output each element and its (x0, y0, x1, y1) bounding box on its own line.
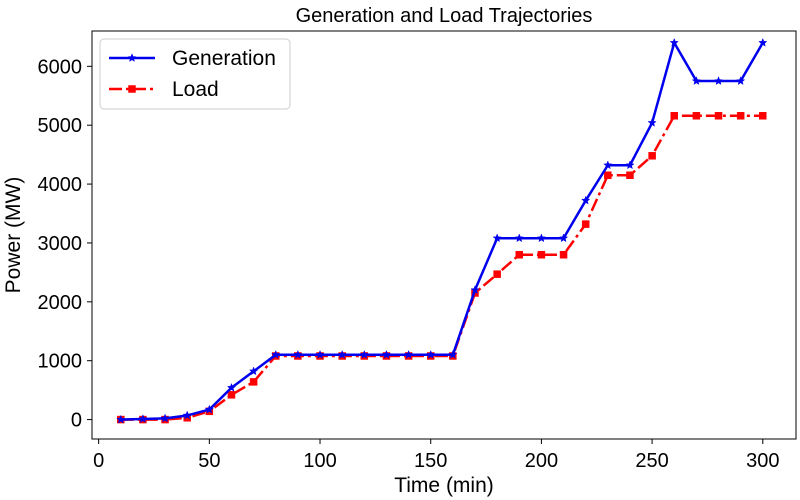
generation-point (735, 76, 746, 86)
x-tick-label: 100 (303, 450, 336, 472)
generation-point (337, 349, 347, 359)
plot-frame (91, 30, 797, 440)
load-point (736, 112, 745, 120)
generation-line (120, 41, 764, 421)
y-tick-label: 1000 (38, 351, 83, 373)
x-tick-label: 300 (746, 450, 779, 472)
generation-point (160, 413, 170, 423)
generation-point (116, 414, 126, 424)
load-point (227, 391, 236, 399)
load-point (626, 171, 634, 179)
generation-point (625, 160, 635, 170)
generation-point (448, 349, 458, 359)
load-point (648, 152, 656, 160)
load-point (559, 250, 568, 259)
generation-point (271, 349, 281, 359)
load-line (120, 114, 763, 421)
series-generation (116, 37, 768, 424)
x-tick-label: 200 (525, 450, 558, 472)
series-load (117, 112, 767, 424)
load-point (537, 250, 546, 259)
load-point (670, 112, 678, 120)
y-tick-label: 3000 (38, 233, 83, 255)
x-tick-label: 50 (198, 450, 220, 472)
generation-point (691, 76, 702, 86)
x-tick-label: 250 (635, 450, 668, 472)
plot-area: 0 50 100 150 200 250 3000100020003000400050006… (38, 30, 797, 472)
legend-label-generation: Generation (172, 47, 276, 70)
load-point (493, 270, 501, 278)
load-point (515, 250, 524, 259)
y-tick-label: 2000 (38, 292, 83, 314)
legend-marker-load (128, 85, 136, 93)
y-tick-label: 5000 (38, 115, 83, 137)
generation-point (359, 349, 369, 359)
generation-point (182, 410, 192, 420)
generation-point (138, 414, 148, 423)
load-point (759, 112, 767, 120)
load-point (604, 171, 612, 179)
legend-box (99, 38, 291, 110)
chart-title: Generation and Load Trajectories (296, 5, 593, 27)
generation-point (758, 37, 768, 47)
load-point (581, 220, 590, 228)
generation-point (558, 233, 569, 243)
generation-point (492, 233, 502, 243)
generation-point (248, 366, 259, 376)
generation-point (470, 285, 480, 295)
load-point (249, 378, 258, 386)
x-axis-title: Time (min) (394, 474, 494, 497)
generation-point (647, 117, 657, 127)
y-tick-label: 0 (71, 410, 82, 432)
y-tick-label: 6000 (38, 56, 83, 78)
generation-point (426, 349, 436, 359)
legend: Generation Load (99, 38, 291, 110)
y-tick-label: 4000 (38, 174, 83, 196)
generation-point (315, 349, 325, 359)
generation-point (293, 349, 303, 359)
generation-point (713, 76, 724, 86)
generation-point (603, 160, 613, 170)
generation-point (536, 233, 547, 243)
legend-label-load: Load (172, 78, 219, 101)
generation-point (226, 382, 237, 392)
generation-point (514, 233, 524, 243)
generation-point (581, 195, 591, 205)
x-tick-label: 150 (414, 450, 447, 472)
generation-point (381, 349, 392, 359)
generation-point (204, 404, 214, 414)
generation-point (669, 37, 679, 47)
load-point (692, 112, 701, 120)
load-point (714, 112, 723, 120)
y-axis-title: Power (MW) (2, 177, 25, 294)
x-tick-label: 0 (93, 450, 104, 472)
legend-marker-generation (127, 53, 137, 62)
generation-point (403, 349, 414, 359)
